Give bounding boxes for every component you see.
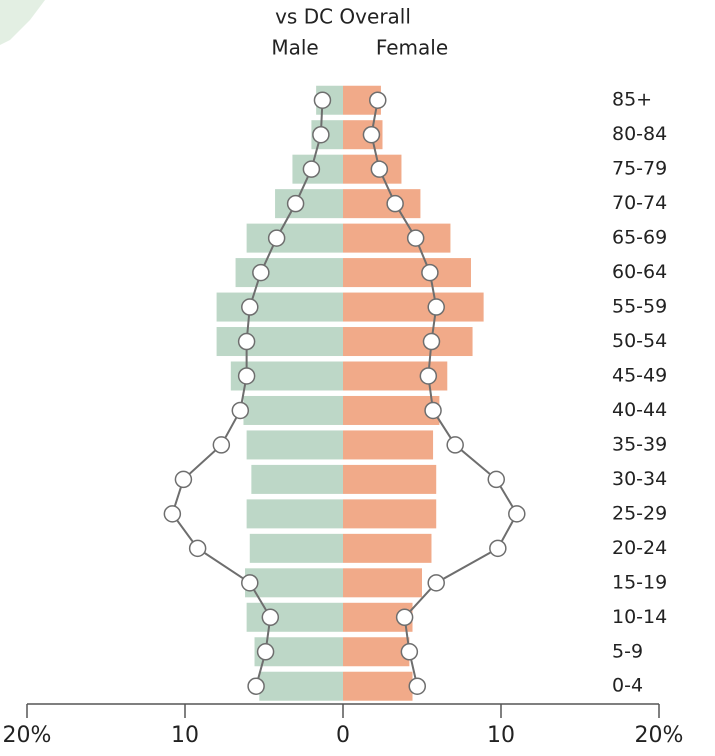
overall-marker (302, 160, 321, 178)
category-label: 20-24 (612, 537, 667, 559)
bar (343, 430, 434, 460)
legend-male: Male (271, 36, 318, 60)
overall-marker (427, 298, 445, 316)
overall-marker (422, 332, 441, 351)
overall-marker (313, 91, 332, 109)
bar (251, 464, 343, 494)
overall-marker (424, 401, 442, 420)
category-label: 65-69 (612, 227, 667, 249)
category-label: 10-14 (612, 606, 667, 628)
bar (343, 671, 413, 701)
overall-marker (237, 332, 256, 351)
bar (246, 602, 343, 632)
category-label: 5-9 (612, 640, 643, 662)
overall-line (370, 100, 518, 687)
overall-marker (400, 643, 419, 661)
category-label: 35-39 (612, 433, 667, 455)
chart-title: vs DC Overall (275, 5, 411, 29)
overall-marker (369, 91, 387, 109)
x-tick-label: 0 (336, 723, 350, 748)
overall-marker (395, 608, 414, 627)
bar (343, 223, 451, 253)
category-label: 50-54 (612, 330, 667, 352)
overall-marker (312, 125, 330, 144)
x-tick-label: 20% (635, 723, 684, 748)
overall-marker (386, 194, 404, 213)
category-label: 85+ (612, 89, 652, 111)
overall-marker (489, 539, 507, 558)
bar (343, 258, 471, 288)
category-label: 0-4 (612, 675, 643, 697)
category-label: 75-79 (612, 158, 667, 180)
bar (343, 189, 421, 219)
overall-marker (231, 401, 250, 420)
x-tick-label: 20% (3, 723, 52, 748)
corner-decoration (0, 0, 45, 45)
overall-marker (370, 160, 389, 178)
overall-line (171, 100, 324, 687)
overall-marker (487, 470, 506, 489)
overall-marker (241, 574, 259, 592)
bar (246, 499, 343, 529)
overall-marker (446, 436, 464, 454)
category-label: 80-84 (612, 123, 667, 145)
overall-marker (406, 229, 425, 247)
x-tick-label: 10 (171, 723, 199, 748)
bar (249, 533, 343, 563)
bar (343, 568, 422, 598)
overall-marker (188, 539, 207, 558)
overall-marker (421, 263, 439, 282)
bar (343, 395, 440, 425)
bar (343, 464, 437, 494)
overall-marker (362, 125, 381, 144)
category-label: 30-34 (612, 468, 667, 490)
category-label: 60-64 (612, 261, 667, 283)
bar (343, 292, 484, 322)
overall-marker (261, 608, 280, 627)
bar (343, 327, 473, 357)
overall-marker (267, 229, 286, 247)
bar (216, 327, 343, 357)
category-label: 55-59 (612, 296, 667, 318)
overall-marker (408, 677, 427, 695)
bar (246, 430, 343, 460)
category-label: 45-49 (612, 364, 667, 386)
bar (235, 258, 343, 288)
overall-marker (237, 367, 256, 385)
overall-marker (247, 677, 265, 695)
category-label: 15-19 (612, 571, 667, 593)
x-tick-label: 10 (487, 723, 515, 748)
bar (243, 395, 343, 425)
overall-marker (427, 574, 445, 592)
bar (343, 637, 410, 667)
category-label: 25-29 (612, 502, 667, 524)
overall-marker (252, 263, 270, 282)
overall-marker (241, 298, 259, 316)
overall-marker (212, 436, 231, 454)
overall-marker (163, 505, 182, 523)
overall-marker (286, 194, 305, 213)
bar (246, 223, 343, 253)
category-label: 40-44 (612, 399, 667, 421)
bar (216, 292, 343, 322)
overall-marker (508, 505, 526, 523)
overall-marker (419, 367, 438, 385)
bar (343, 499, 437, 529)
bar (245, 568, 343, 598)
bar (275, 189, 343, 219)
bar (343, 533, 432, 563)
overall-marker (256, 643, 275, 661)
category-label: 70-74 (612, 192, 667, 214)
legend-female: Female (376, 36, 448, 60)
overall-marker (174, 470, 193, 489)
bar (259, 671, 343, 701)
